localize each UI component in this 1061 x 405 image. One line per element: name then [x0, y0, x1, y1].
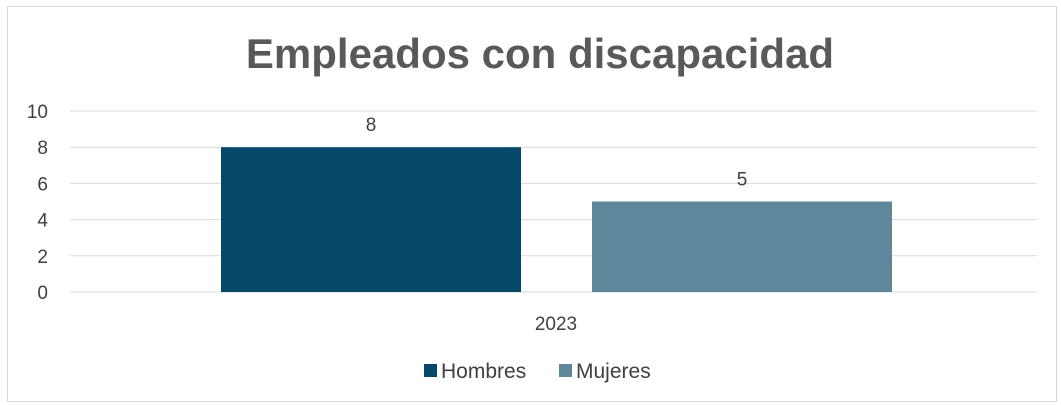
y-tick-label: 6	[37, 174, 48, 195]
bar-hombres	[221, 147, 521, 292]
data-label-mujeres: 5	[737, 170, 748, 191]
legend: Hombres Mujeres	[424, 360, 651, 383]
y-tick-label: 10	[27, 102, 48, 123]
y-tick-label: 8	[37, 138, 48, 159]
legend-swatch-hombres	[424, 364, 437, 377]
y-tick-label: 4	[37, 211, 48, 232]
data-labels: 85	[366, 115, 748, 190]
y-tick-label: 0	[37, 283, 48, 304]
bar-mujeres	[592, 201, 892, 292]
bars	[221, 147, 892, 292]
legend-swatch-mujeres	[559, 364, 572, 377]
x-tick-label: 2023	[535, 314, 577, 335]
y-tick-label: 2	[37, 247, 48, 268]
y-axis-ticks: 0 2 4 6 8 10	[27, 102, 49, 304]
legend-label-hombres: Hombres	[441, 360, 526, 383]
data-label-hombres: 8	[366, 115, 377, 136]
chart-title: Empleados con discapacidad	[246, 30, 834, 77]
legend-label-mujeres: Mujeres	[576, 360, 651, 383]
